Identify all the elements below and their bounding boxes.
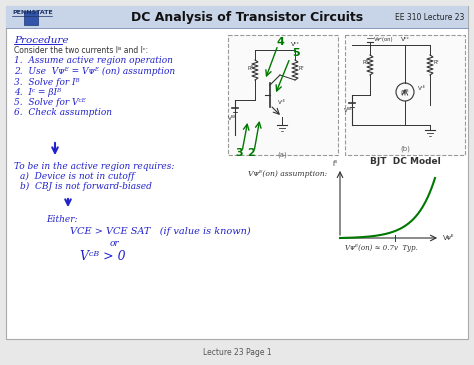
Text: Rᴮ: Rᴮ bbox=[363, 61, 369, 65]
Text: (a): (a) bbox=[277, 152, 287, 158]
Text: Vᴪᴱ: Vᴪᴱ bbox=[443, 235, 455, 241]
Text: Vᴪᴱ(on) assumption:: Vᴪᴱ(on) assumption: bbox=[248, 170, 327, 178]
Text: Vᶜᴱ: Vᶜᴱ bbox=[418, 85, 426, 91]
Text: Consider the two currents Iᴮ and Iᶜ:: Consider the two currents Iᴮ and Iᶜ: bbox=[14, 46, 148, 55]
Text: Either:: Either: bbox=[46, 215, 78, 224]
Text: DC Analysis of Transistor Circuits: DC Analysis of Transistor Circuits bbox=[131, 11, 363, 23]
Text: Vᴮᴮ: Vᴮᴮ bbox=[344, 108, 353, 112]
Text: Iᴮ: Iᴮ bbox=[332, 161, 337, 167]
Text: 4: 4 bbox=[276, 37, 284, 47]
Text: Vᶜᴱ: Vᶜᴱ bbox=[278, 100, 286, 105]
Text: 4.  Iᶜ = βIᴮ: 4. Iᶜ = βIᴮ bbox=[14, 88, 61, 97]
Text: 3: 3 bbox=[235, 148, 243, 158]
Text: Rᴮ: Rᴮ bbox=[248, 65, 254, 70]
Text: 2: 2 bbox=[247, 148, 255, 158]
Text: Vᴪᴱ(on) ≈ 0.7v  Typ.: Vᴪᴱ(on) ≈ 0.7v Typ. bbox=[345, 244, 418, 252]
Text: Procedure: Procedure bbox=[14, 36, 69, 45]
Text: Rᶜ: Rᶜ bbox=[299, 65, 305, 70]
Text: 3.  Solve for Iᴮ: 3. Solve for Iᴮ bbox=[14, 78, 80, 87]
Text: BJT  DC Model: BJT DC Model bbox=[370, 157, 440, 166]
Text: a)  Device is not in cutoff: a) Device is not in cutoff bbox=[20, 172, 135, 181]
Text: Vᶜᶜ: Vᶜᶜ bbox=[401, 37, 410, 42]
Bar bbox=[24, 11, 38, 25]
Text: 2.  Use  Vᴪᴱ = Vᴪᴱ (on) assumption: 2. Use Vᴪᴱ = Vᴪᴱ (on) assumption bbox=[14, 67, 175, 76]
Bar bbox=[345, 35, 465, 155]
Bar bbox=[228, 35, 338, 155]
Text: Lecture 23 Page 1: Lecture 23 Page 1 bbox=[203, 348, 271, 357]
Text: VCE > VCE SAT   (if value is known): VCE > VCE SAT (if value is known) bbox=[70, 227, 251, 236]
Text: 5: 5 bbox=[292, 48, 300, 58]
Text: PENNSTATE: PENNSTATE bbox=[12, 10, 53, 15]
Text: 6.  Check assumption: 6. Check assumption bbox=[14, 108, 112, 117]
Text: Vᶜᴮ > 0: Vᶜᴮ > 0 bbox=[80, 250, 126, 263]
Text: To be in the active region requires:: To be in the active region requires: bbox=[14, 162, 174, 171]
Text: 5.  Solve for Vᶜᴱ: 5. Solve for Vᶜᴱ bbox=[14, 98, 86, 107]
Bar bbox=[6, 6, 468, 28]
Text: (b): (b) bbox=[400, 146, 410, 152]
Text: EE 310 Lecture 23: EE 310 Lecture 23 bbox=[395, 12, 464, 22]
Text: or: or bbox=[110, 239, 119, 248]
Text: Vᴮᴮ: Vᴮᴮ bbox=[228, 115, 237, 120]
Text: 1.  Assume active region operation: 1. Assume active region operation bbox=[14, 56, 173, 65]
Text: b)  CBJ is not forward-biased: b) CBJ is not forward-biased bbox=[20, 182, 152, 191]
Text: Rᶜ: Rᶜ bbox=[434, 61, 440, 65]
Text: Vᶜᶜ: Vᶜᶜ bbox=[291, 42, 300, 47]
Text: βIᴮ: βIᴮ bbox=[401, 89, 410, 95]
Text: Vᴪᴱ(on): Vᴪᴱ(on) bbox=[374, 38, 393, 42]
